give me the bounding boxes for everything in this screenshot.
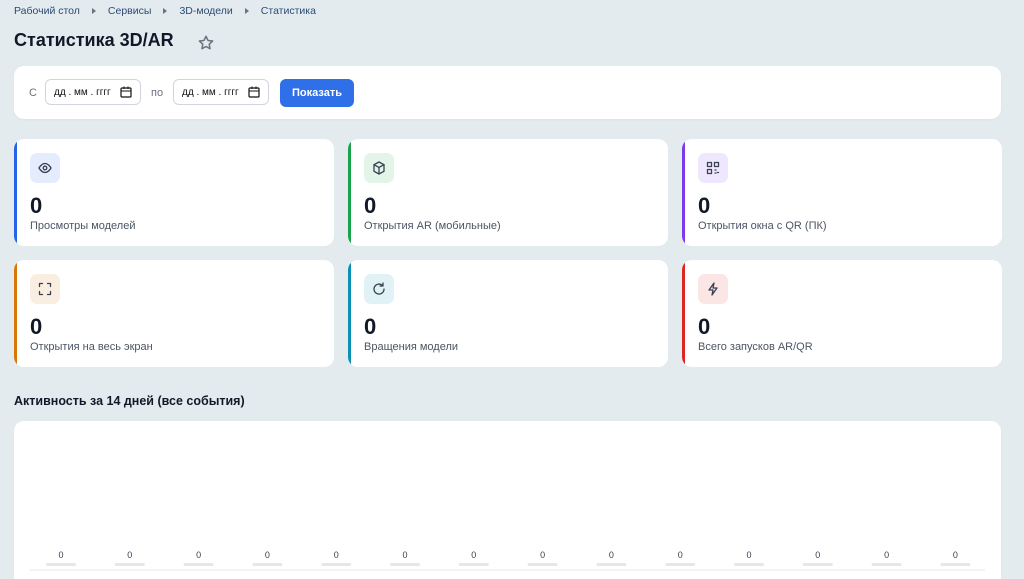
card-label: Открытия окна с QR (ПК) (698, 220, 827, 232)
bar-value-label: 0 (334, 550, 339, 560)
placeholder-pill (734, 563, 764, 566)
card-accent (348, 260, 351, 367)
bar-value-label: 0 (265, 550, 270, 560)
card-value: 0 (698, 314, 711, 339)
bar-value-label: 0 (127, 550, 132, 560)
icon (38, 162, 52, 174)
bar-value-label: 0 (884, 550, 889, 560)
placeholder-pill (940, 563, 971, 566)
bar-value-label: 0 (58, 550, 63, 560)
bar-value-label: 0 (196, 550, 201, 560)
bar-value-label: 0 (815, 550, 820, 560)
bar-value-label: 0 (402, 550, 407, 560)
breadcrumb-link[interactable]: Статистика (260, 5, 316, 17)
chart-svg: 0 0 0 0 0 0 0 0 0 0 0 0 0 0 (30, 550, 985, 571)
card-value: 0 (698, 193, 711, 218)
icon (373, 282, 385, 295)
stat-card: 0 Всего запусков AR/QR (682, 260, 1002, 367)
card-accent (14, 139, 17, 246)
stat-card: 0 Открытия AR (мобильные) (348, 139, 668, 246)
card-value: 0 (30, 314, 43, 339)
section-title: Активность за 14 дней (все события) (14, 394, 245, 408)
placeholder-pill (802, 563, 833, 566)
favorite-star[interactable] (197, 34, 215, 52)
placeholder-pill (665, 563, 696, 566)
filter-panel: С дд . мм . гггг по дд . мм . гггг Показ… (14, 66, 1001, 119)
stat-card: 0 Открытия на весь экран (14, 260, 334, 367)
bar-value-label: 0 (609, 550, 614, 560)
breadcrumb-link[interactable]: Рабочий стол (14, 5, 80, 17)
breadcrumb-link[interactable]: Сервисы (107, 5, 152, 17)
card-accent (348, 139, 351, 246)
card-label: Открытия AR (мобильные) (364, 220, 501, 232)
placeholder-pill (527, 563, 558, 566)
card-icon (30, 274, 60, 304)
breadcrumb-separator (91, 8, 96, 14)
date-from[interactable]: дд . мм . гггг (45, 79, 141, 105)
stat-card: 0 Просмотры моделей (14, 139, 334, 246)
icon (373, 161, 385, 175)
card-label: Всего запусков AR/QR (698, 341, 813, 353)
bar-value-label: 0 (471, 550, 476, 560)
date-placeholder: дд . мм . гггг (54, 87, 111, 98)
card-accent (682, 260, 685, 367)
placeholder-pill (390, 563, 420, 566)
card-accent (14, 260, 17, 367)
page-title: Статистика 3D/AR (14, 30, 174, 50)
breadcrumb-separator (244, 8, 249, 14)
bar-value-label: 0 (953, 550, 958, 560)
activity-chart: 0 0 0 0 0 0 0 0 0 0 0 0 0 0 (14, 421, 1001, 579)
icon (706, 161, 720, 175)
placeholder-pill (871, 563, 902, 566)
placeholder-pill (114, 563, 145, 566)
card-value: 0 (364, 193, 377, 218)
icon (38, 282, 52, 296)
card-value: 0 (30, 193, 43, 218)
card-icon (698, 153, 728, 183)
card-value: 0 (364, 314, 377, 339)
card-label: Открытия на весь экран (30, 341, 153, 353)
breadcrumb-link[interactable]: 3D-модели (179, 5, 233, 17)
card-icon (364, 153, 394, 183)
show-button[interactable]: Показать (280, 79, 354, 107)
to-label: по (151, 87, 164, 99)
card-accent (682, 139, 685, 246)
stat-card: 0 Открытия окна с QR (ПК) (682, 139, 1002, 246)
placeholder-pill (321, 563, 352, 566)
date-placeholder: дд . мм . гггг (182, 87, 239, 98)
bar-value-label: 0 (678, 550, 683, 560)
calendar-icon (248, 86, 260, 98)
card-label: Просмотры моделей (30, 220, 136, 232)
placeholder-pill (183, 563, 214, 566)
placeholder-pill (596, 563, 627, 566)
placeholder-pill (252, 563, 283, 566)
bar-value-label: 0 (746, 550, 751, 560)
card-icon (30, 153, 60, 183)
from-label: С (29, 87, 37, 99)
card-icon (364, 274, 394, 304)
breadcrumb-separator (163, 8, 168, 14)
card-icon (698, 274, 728, 304)
calendar-icon (120, 86, 132, 98)
placeholder-pill (458, 563, 489, 566)
placeholder-pill (46, 563, 76, 566)
breadcrumb: Рабочий стол Сервисы 3D-модели Статистика (14, 5, 316, 17)
icon (708, 282, 718, 296)
date-to[interactable]: дд . мм . гггг (173, 79, 269, 105)
card-label: Вращения модели (364, 341, 459, 353)
bar-value-label: 0 (540, 550, 545, 560)
stat-card: 0 Вращения модели (348, 260, 668, 367)
